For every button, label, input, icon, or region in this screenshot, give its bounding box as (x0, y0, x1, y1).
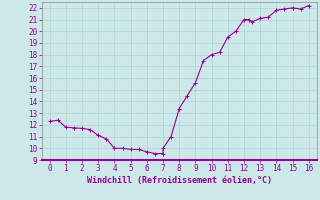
X-axis label: Windchill (Refroidissement éolien,°C): Windchill (Refroidissement éolien,°C) (87, 176, 272, 185)
